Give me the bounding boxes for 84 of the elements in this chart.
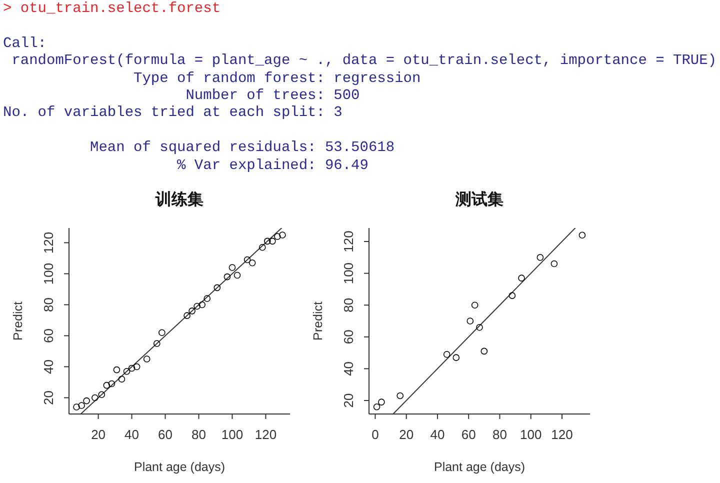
x-tick-label: 20 — [91, 427, 106, 442]
point — [143, 356, 150, 362]
point — [224, 273, 231, 280]
y-tick-label: 40 — [341, 361, 356, 376]
point — [234, 272, 241, 279]
point — [452, 354, 460, 361]
point — [98, 391, 106, 398]
point — [103, 382, 110, 389]
point — [466, 318, 474, 324]
x-tick-label: 80 — [492, 427, 507, 442]
x-tick-label: 80 — [192, 427, 206, 442]
point — [264, 238, 271, 245]
y-tick-label: 120 — [341, 230, 356, 252]
point — [396, 392, 404, 400]
x-tick-label: 100 — [221, 427, 244, 442]
x-tick-label: 0 — [372, 427, 379, 442]
point — [198, 301, 206, 308]
x-tick-label: 120 — [254, 427, 277, 442]
point — [118, 376, 126, 383]
point — [123, 368, 130, 375]
text: > otu_train.select.forest — [3, 1, 222, 18]
point — [279, 232, 286, 238]
text: Mean of squared residuals: 53.50618 — [89, 140, 396, 158]
y-tick-label: 20 — [341, 393, 356, 408]
y-tick-label: 60 — [341, 330, 356, 344]
text: Number of trees: 500 — [184, 88, 361, 106]
point — [244, 256, 251, 264]
y-tick-label: 120 — [41, 232, 56, 254]
x-tick-label: 20 — [399, 427, 414, 442]
y-tick-label: 80 — [341, 298, 356, 312]
text: No. of variables tried at each split: 3 — [3, 105, 344, 123]
point — [83, 397, 90, 404]
point — [128, 364, 136, 372]
point — [248, 259, 256, 266]
point — [480, 348, 488, 355]
point — [184, 312, 190, 319]
x-axis-title: Plant age (days) — [434, 460, 526, 474]
y-tick-label: 80 — [41, 297, 56, 312]
x-tick-label: 40 — [430, 427, 445, 442]
y-axis-title: Predict — [11, 302, 25, 340]
y-tick-label: 60 — [41, 328, 56, 343]
point — [443, 350, 450, 358]
point — [73, 404, 80, 410]
x-tick-label: 60 — [158, 427, 173, 442]
text: Call: — [3, 36, 48, 54]
point — [92, 394, 98, 402]
point — [274, 233, 281, 240]
x-tick-label: 40 — [124, 427, 140, 442]
point — [518, 274, 525, 282]
point — [113, 366, 120, 374]
y-tick-label: 20 — [41, 390, 56, 405]
point — [194, 302, 200, 310]
text: Type of random forest: regression — [132, 70, 422, 88]
point — [78, 402, 85, 409]
point — [154, 340, 160, 347]
y-tick-label: 100 — [341, 262, 356, 284]
point — [258, 244, 266, 251]
point — [536, 254, 544, 261]
x-tick-label: 100 — [520, 427, 542, 442]
point — [378, 398, 385, 406]
point — [508, 292, 516, 299]
point — [476, 324, 483, 331]
point — [214, 284, 221, 292]
chart-title: 测试集 — [456, 190, 504, 210]
x-tick-label: 120 — [551, 427, 573, 442]
text: % Var explained: 96.49 — [176, 158, 370, 176]
point — [158, 329, 166, 336]
point — [133, 363, 140, 370]
text: randomForest(formula = plant_age ~ ., data = otu_train.select, importance = TRUE) — [10, 53, 717, 71]
point — [550, 260, 558, 268]
point — [269, 238, 276, 245]
y-axis-title: Predict — [311, 302, 325, 340]
x-tick-label: 60 — [461, 427, 476, 442]
x-axis-title: Plant age (days) — [134, 460, 226, 474]
point — [204, 295, 211, 302]
chart-title: 训练集 — [156, 190, 204, 210]
point — [188, 308, 196, 314]
point — [373, 403, 380, 410]
point — [578, 232, 586, 239]
point — [108, 380, 116, 388]
point — [228, 264, 236, 271]
y-tick-label: 40 — [41, 359, 56, 374]
point — [471, 302, 478, 309]
y-tick-label: 100 — [41, 262, 56, 285]
